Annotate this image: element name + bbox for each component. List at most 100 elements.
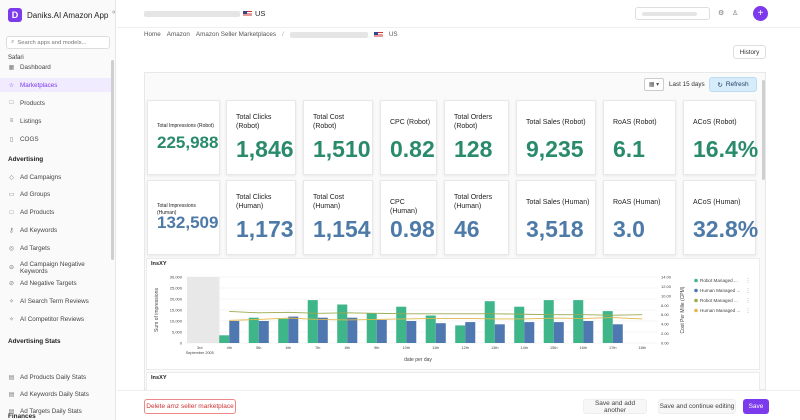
- target-off-icon: ⊘: [8, 281, 15, 288]
- metric-card-cpc-robot: CPC (Robot) 0.82: [380, 100, 437, 175]
- metric-card-total-sales-robot: Total Sales (Robot) 9,235: [516, 100, 596, 175]
- section-finances: Finances: [8, 413, 36, 420]
- sidebar-item-label: Ad Groups: [20, 191, 51, 199]
- save-continue-button[interactable]: Save and continue editing: [658, 399, 736, 414]
- chart-icon: ▤: [8, 408, 15, 415]
- redacted-title: [144, 10, 240, 17]
- sidebar-item-cogs[interactable]: ▯ COGS: [0, 132, 112, 146]
- save-button[interactable]: Save: [743, 399, 769, 414]
- settings-icon[interactable]: ⚙: [718, 10, 725, 17]
- sidebar-item-listings[interactable]: ≡ Listings: [0, 114, 112, 128]
- sidebar-item-ai-search-term-reviews[interactable]: ✧ AI Search Term Reviews: [0, 295, 112, 309]
- sidebar-item-label: Products: [20, 99, 45, 107]
- us-flag-icon: [373, 31, 383, 38]
- box-icon: □: [9, 209, 14, 216]
- sidebar-item-ad-products[interactable]: □ Ad Products: [0, 206, 112, 220]
- metric-label: Total Orders (Robot): [454, 114, 493, 130]
- brand[interactable]: D Daniks.AI Amazon App: [8, 6, 108, 24]
- sidebar-item-label: Ad Campaign Negative Keywords: [20, 261, 85, 275]
- key-icon: ⚷: [9, 227, 14, 234]
- metric-label: Total Clicks (Robot): [236, 114, 272, 130]
- refresh-button[interactable]: ↻ Refresh: [709, 77, 757, 92]
- calendar-dropdown[interactable]: ▦ ▾: [644, 78, 664, 91]
- breadcrumb-current: US: [388, 31, 398, 38]
- sparkle-icon: ✧: [8, 299, 15, 306]
- breadcrumb: Home Amazon Amazon Seller Marketplaces /…: [144, 31, 398, 38]
- date-range-label: Last 15 days: [669, 81, 705, 88]
- metric-card-roas-human: RoAS (Human) 3.0: [603, 180, 676, 255]
- metric-value: 225,988: [157, 133, 219, 152]
- metric-value: 3,518: [526, 216, 584, 242]
- sidebar-item-ai-competitor-reviews[interactable]: ✧ AI Competitor Reviews: [0, 312, 112, 326]
- metric-card-total-sales-human: Total Sales (Human) 3,518: [516, 180, 596, 255]
- sidebar-search[interactable]: ⌕: [6, 36, 110, 49]
- metric-card-roas-robot: RoAS (Robot) 6.1: [603, 100, 676, 175]
- save-add-another-button[interactable]: Save and add another: [583, 399, 647, 414]
- dashboard-icon: ▦: [8, 64, 15, 71]
- sidebar-item-ad-targets-daily-stats[interactable]: ▤ Ad Targets Daily Stats: [0, 404, 112, 418]
- sidebar-item-ad-campaigns[interactable]: ◇ Ad Campaigns: [0, 170, 112, 184]
- metric-label: CPC (Robot): [390, 119, 431, 126]
- us-flag-icon: [243, 10, 252, 17]
- target-icon: ◎: [8, 245, 15, 252]
- chart2-title: InsXY: [151, 375, 167, 381]
- metric-card-total-clicks-robot: Total Clicks (Robot) 1,846: [226, 100, 296, 175]
- metric-value: 1,510: [313, 136, 371, 162]
- app-logo-icon: D: [8, 8, 22, 22]
- user-icon[interactable]: ♙: [732, 10, 739, 17]
- metric-value: 46: [454, 216, 480, 242]
- sidebar-search-input[interactable]: [17, 39, 104, 46]
- sidebar-item-ad-negative-targets[interactable]: ⊘ Ad Negative Targets: [0, 277, 112, 291]
- browser-label: Safari: [8, 55, 24, 61]
- metric-value: 16.4%: [693, 136, 759, 162]
- metric-label: Total Cost (Robot): [313, 114, 345, 130]
- chart2-panel: [146, 372, 760, 392]
- metric-value: 3.0: [613, 216, 645, 242]
- history-button[interactable]: History: [733, 45, 766, 59]
- form-footer: Delete amz seller marketplace Save and a…: [117, 390, 800, 420]
- sidebar-item-label: Ad Targets: [20, 244, 50, 252]
- delete-marketplace-button[interactable]: Delete amz seller marketplace: [144, 399, 236, 414]
- breadcrumb-home[interactable]: Home: [144, 31, 161, 38]
- metric-card-total-impressions-human: Total Impressions (Human) 132,509: [147, 180, 220, 255]
- sidebar-item-ad-keywords-daily-stats[interactable]: ▤ Ad Keywords Daily Stats: [0, 387, 112, 401]
- collapse-sidebar-icon[interactable]: «: [112, 9, 116, 16]
- top-search-input[interactable]: [635, 7, 710, 20]
- sidebar-scrollbar[interactable]: [111, 60, 114, 260]
- sidebar-item-label: Ad Keywords Daily Stats: [20, 390, 89, 398]
- megaphone-icon: ◇: [9, 174, 14, 181]
- sidebar-item-ad-groups[interactable]: ▭ Ad Groups: [0, 188, 112, 202]
- metric-value: 1,846: [236, 136, 294, 162]
- breadcrumb-marketplaces[interactable]: Amazon Seller Marketplaces: [195, 31, 277, 38]
- metric-label: CPC (Human): [390, 199, 418, 215]
- metric-card-total-cost-human: Total Cost (Human) 1,154: [303, 180, 373, 255]
- sidebar-item-ad-keywords[interactable]: ⚷ Ad Keywords: [0, 223, 112, 237]
- chart-title: InsXY: [151, 261, 167, 267]
- sidebar-item-ad-campaign-negative-keywords[interactable]: ⊖ Ad Campaign Negative Keywords: [0, 259, 112, 277]
- calendar-icon: ▦ ▾: [648, 82, 660, 88]
- sidebar-item-ad-targets[interactable]: ◎ Ad Targets: [0, 241, 112, 255]
- sidebar-item-label: Ad Targets Daily Stats: [20, 407, 82, 415]
- metric-value: 0.82: [390, 136, 435, 162]
- metric-value: 128: [454, 136, 493, 162]
- add-button[interactable]: +: [753, 6, 768, 21]
- metric-card-total-orders-human: Total Orders (Human) 46: [444, 180, 509, 255]
- sidebar-item-ad-products-daily-stats[interactable]: ▤ Ad Products Daily Stats: [0, 370, 112, 384]
- sidebar-item-dashboard[interactable]: ▦ Dashboard: [0, 60, 112, 74]
- metric-label: Total Sales (Robot): [526, 119, 586, 126]
- app-name: Daniks.AI Amazon App: [27, 10, 109, 20]
- chart-icon: ▤: [8, 391, 15, 398]
- chart-panel: [146, 258, 760, 370]
- sidebar-item-label: Ad Products Daily Stats: [20, 373, 87, 381]
- page-title: US: [144, 9, 265, 18]
- metric-card-acos-robot: ACoS (Robot) 16.4%: [683, 100, 759, 175]
- sidebar-item-label: Ad Keywords: [20, 226, 58, 234]
- sidebar-item-marketplaces[interactable]: ☆ Marketplaces: [0, 78, 112, 92]
- document-icon: ▯: [9, 136, 14, 143]
- breadcrumb-amazon[interactable]: Amazon: [166, 31, 190, 38]
- metric-value: 32.8%: [693, 216, 759, 242]
- content-scrollbar[interactable]: [762, 80, 765, 180]
- sidebar-item-label: Ad Campaigns: [20, 173, 62, 181]
- sidebar-item-label: AI Search Term Reviews: [20, 298, 89, 306]
- sidebar-item-products[interactable]: □ Products: [0, 96, 112, 110]
